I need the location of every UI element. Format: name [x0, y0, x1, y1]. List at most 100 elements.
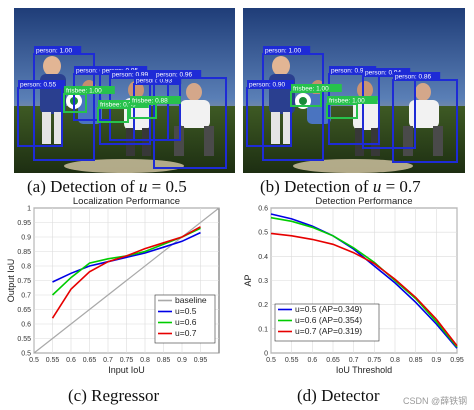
detection-a-label: frisbee: 0.99: [100, 102, 136, 109]
detection-b-label: person: 0.96: [331, 68, 368, 75]
detection-a-label: person: 0.55: [20, 82, 57, 89]
detection-b-label: person: 0.86: [395, 74, 432, 81]
y-tick-label: 0.5: [258, 230, 268, 237]
legend-label: u=0.7 (AP=0.319): [295, 326, 362, 336]
detection-a-label-bg: [98, 100, 149, 108]
detection-b-label-bg: [291, 84, 342, 92]
x-tick-label: 0.55: [285, 357, 299, 364]
x-tick-label: 0.75: [368, 357, 382, 364]
x-tick-label: 0.85: [157, 357, 171, 364]
caption-a-var: u: [138, 177, 148, 196]
detection-b-label: frisbee: 1.00: [293, 86, 329, 93]
y-tick-label: 0.55: [17, 336, 31, 343]
y-tick-label: 0.95: [17, 220, 31, 227]
detection-b-label-bg: [329, 66, 377, 74]
y-tick-label: 0.3: [258, 278, 268, 285]
y-tick-label: 0.6: [21, 322, 31, 329]
detection-a-label: person: 0.99: [112, 72, 149, 79]
x-tick-label: 0.7: [349, 357, 359, 364]
detection-image-b: person: 1.00 person: 0.90 person: 0.96 pers…: [243, 8, 465, 173]
chart-title: Detection Performance: [315, 196, 412, 207]
detection-b-label-bg: [247, 80, 295, 88]
detection-a-label-bg: [110, 70, 158, 78]
detection-b-label-bg: [363, 68, 411, 76]
watermark: CSDN @薛铁钢: [403, 396, 468, 406]
detection-b-box: [246, 87, 292, 147]
x-tick-label: 0.95: [194, 357, 208, 364]
detection-a-label-bg: [134, 76, 182, 84]
x-tick-label: 0.95: [450, 357, 464, 364]
x-axis-label: Input IoU: [108, 365, 145, 375]
y-tick-label: 0.5: [21, 351, 31, 358]
x-tick-label: 0.8: [140, 357, 150, 364]
x-tick-label: 0.6: [307, 357, 317, 364]
y-tick-label: 0: [264, 351, 268, 358]
detection-a-label-bg: [74, 66, 122, 74]
legend-label: baseline: [175, 295, 207, 305]
detection-a-label-bg: [154, 70, 202, 78]
detection-a-label-bg: [64, 86, 115, 94]
detection-a-label: person: 0.88: [76, 68, 113, 75]
y-tick-label: 0.1: [258, 326, 268, 333]
legend-label: u=0.5 (AP=0.349): [295, 304, 362, 314]
detection-b-label-bg: [393, 72, 441, 80]
detection-a-box: [153, 77, 227, 169]
series-line: [270, 216, 458, 348]
caption-b-prefix: (b) Detection of: [260, 177, 373, 196]
y-tick-label: 0.85: [17, 249, 31, 256]
x-tick-label: 0.7: [103, 357, 113, 364]
chart-detector: 0.5 0.55 0.6 0.65 0.7 0.75 0.8 0.85 0.9 0.95 0 0.1 0…: [237, 196, 474, 384]
detection-b-label: person: 1.00: [265, 48, 302, 55]
caption-b-var: u: [372, 177, 382, 196]
legend-label: u=0.6 (AP=0.354): [295, 315, 362, 325]
y-tick-label: 0.75: [17, 278, 31, 285]
detection-image-a: person: 1.00 person: 0.55 person: 0.88 pers…: [14, 8, 235, 173]
x-tick-label: 0.5: [29, 357, 39, 364]
y-tick-label: 0.4: [258, 254, 268, 261]
y-axis-label: AP: [243, 274, 253, 286]
detection-b-label-bg: [263, 46, 311, 54]
y-tick-label: 0.2: [258, 302, 268, 309]
detection-a-label-bg: [130, 96, 181, 104]
caption-a-suffix: = 0.5: [147, 177, 187, 196]
legend-label: u=0.6: [175, 317, 197, 327]
detector-plot: 0.5 0.55 0.6 0.65 0.7 0.75 0.8 0.85 0.9 0.95 0 0.1 0…: [243, 196, 464, 375]
series-line: [52, 231, 201, 283]
detection-b-label: person: 0.90: [249, 82, 286, 89]
x-tick-label: 0.9: [177, 357, 187, 364]
detection-b-box: [362, 75, 416, 149]
chart-regressor: 0.5 0.55 0.6 0.65 0.7 0.75 0.8 0.85 0.9 0.95 0.5 0.…: [0, 196, 237, 384]
legend-label: u=0.7: [175, 328, 197, 338]
detection-a-label-bg: [18, 80, 66, 88]
detection-b-label-bg: [327, 96, 378, 104]
y-tick-label: 0.65: [17, 307, 31, 314]
x-tick-label: 0.6: [66, 357, 76, 364]
x-tick-label: 0.8: [390, 357, 400, 364]
x-tick-label: 0.75: [120, 357, 134, 364]
x-tick-label: 0.65: [326, 357, 340, 364]
detection-a-label-bg: [34, 46, 82, 54]
legend: [274, 303, 380, 342]
legend-label: u=0.5: [175, 306, 197, 316]
series-line: [33, 207, 220, 354]
caption-c: (c) Regressor: [68, 386, 160, 405]
x-tick-label: 0.9: [431, 357, 441, 364]
detection-a-label: frisbee: 0.88: [132, 98, 168, 105]
detection-b-box: [392, 79, 458, 163]
y-tick-label: 0.7: [21, 293, 31, 300]
detection-b-box: [326, 103, 358, 119]
caption-a: (a) Detection of u = 0.5: [27, 177, 187, 197]
detection-b-label: person: 0.94: [365, 70, 402, 77]
detection-a-label: frisbee: 1.00: [66, 88, 102, 95]
detection-a-label: person: 0.96: [156, 72, 193, 79]
legend: [154, 294, 216, 344]
detection-b-label: frisbee: 1.00: [329, 98, 365, 105]
x-axis-label: IoU Threshold: [336, 365, 392, 375]
caption-b: (b) Detection of u = 0.7: [260, 177, 421, 197]
chart-title: Localization Performance: [73, 196, 180, 207]
x-tick-label: 0.85: [409, 357, 423, 364]
series-line: [51, 226, 201, 319]
y-tick-label: 0.8: [21, 264, 31, 271]
